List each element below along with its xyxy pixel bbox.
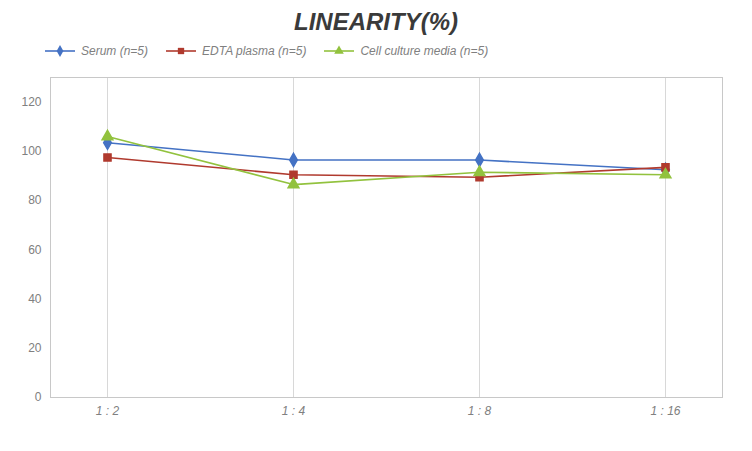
- html-text:Serum (n=5): Serum (n=5): [81, 44, 148, 58]
- svg-text:0: 0: [35, 390, 42, 404]
- svg-text:1 : 4: 1 : 4: [282, 404, 306, 418]
- html-text:EDTA plasma (n=5): EDTA plasma (n=5): [202, 44, 307, 58]
- html-text:Cell culture media (n=5): Cell culture media (n=5): [360, 44, 489, 58]
- svg-text:120: 120: [21, 95, 41, 109]
- svg-text:20: 20: [28, 341, 42, 355]
- svg-text:80: 80: [28, 193, 42, 207]
- svg-text:1 : 16: 1 : 16: [650, 404, 680, 418]
- svg-text:1 : 2: 1 : 2: [96, 404, 120, 418]
- svg-text:1 : 8: 1 : 8: [468, 404, 492, 418]
- svg-text:100: 100: [21, 144, 41, 158]
- html-text:LINEARITY(%): LINEARITY(%): [294, 8, 458, 35]
- svg-text:40: 40: [28, 292, 42, 306]
- svg-text:60: 60: [28, 243, 42, 257]
